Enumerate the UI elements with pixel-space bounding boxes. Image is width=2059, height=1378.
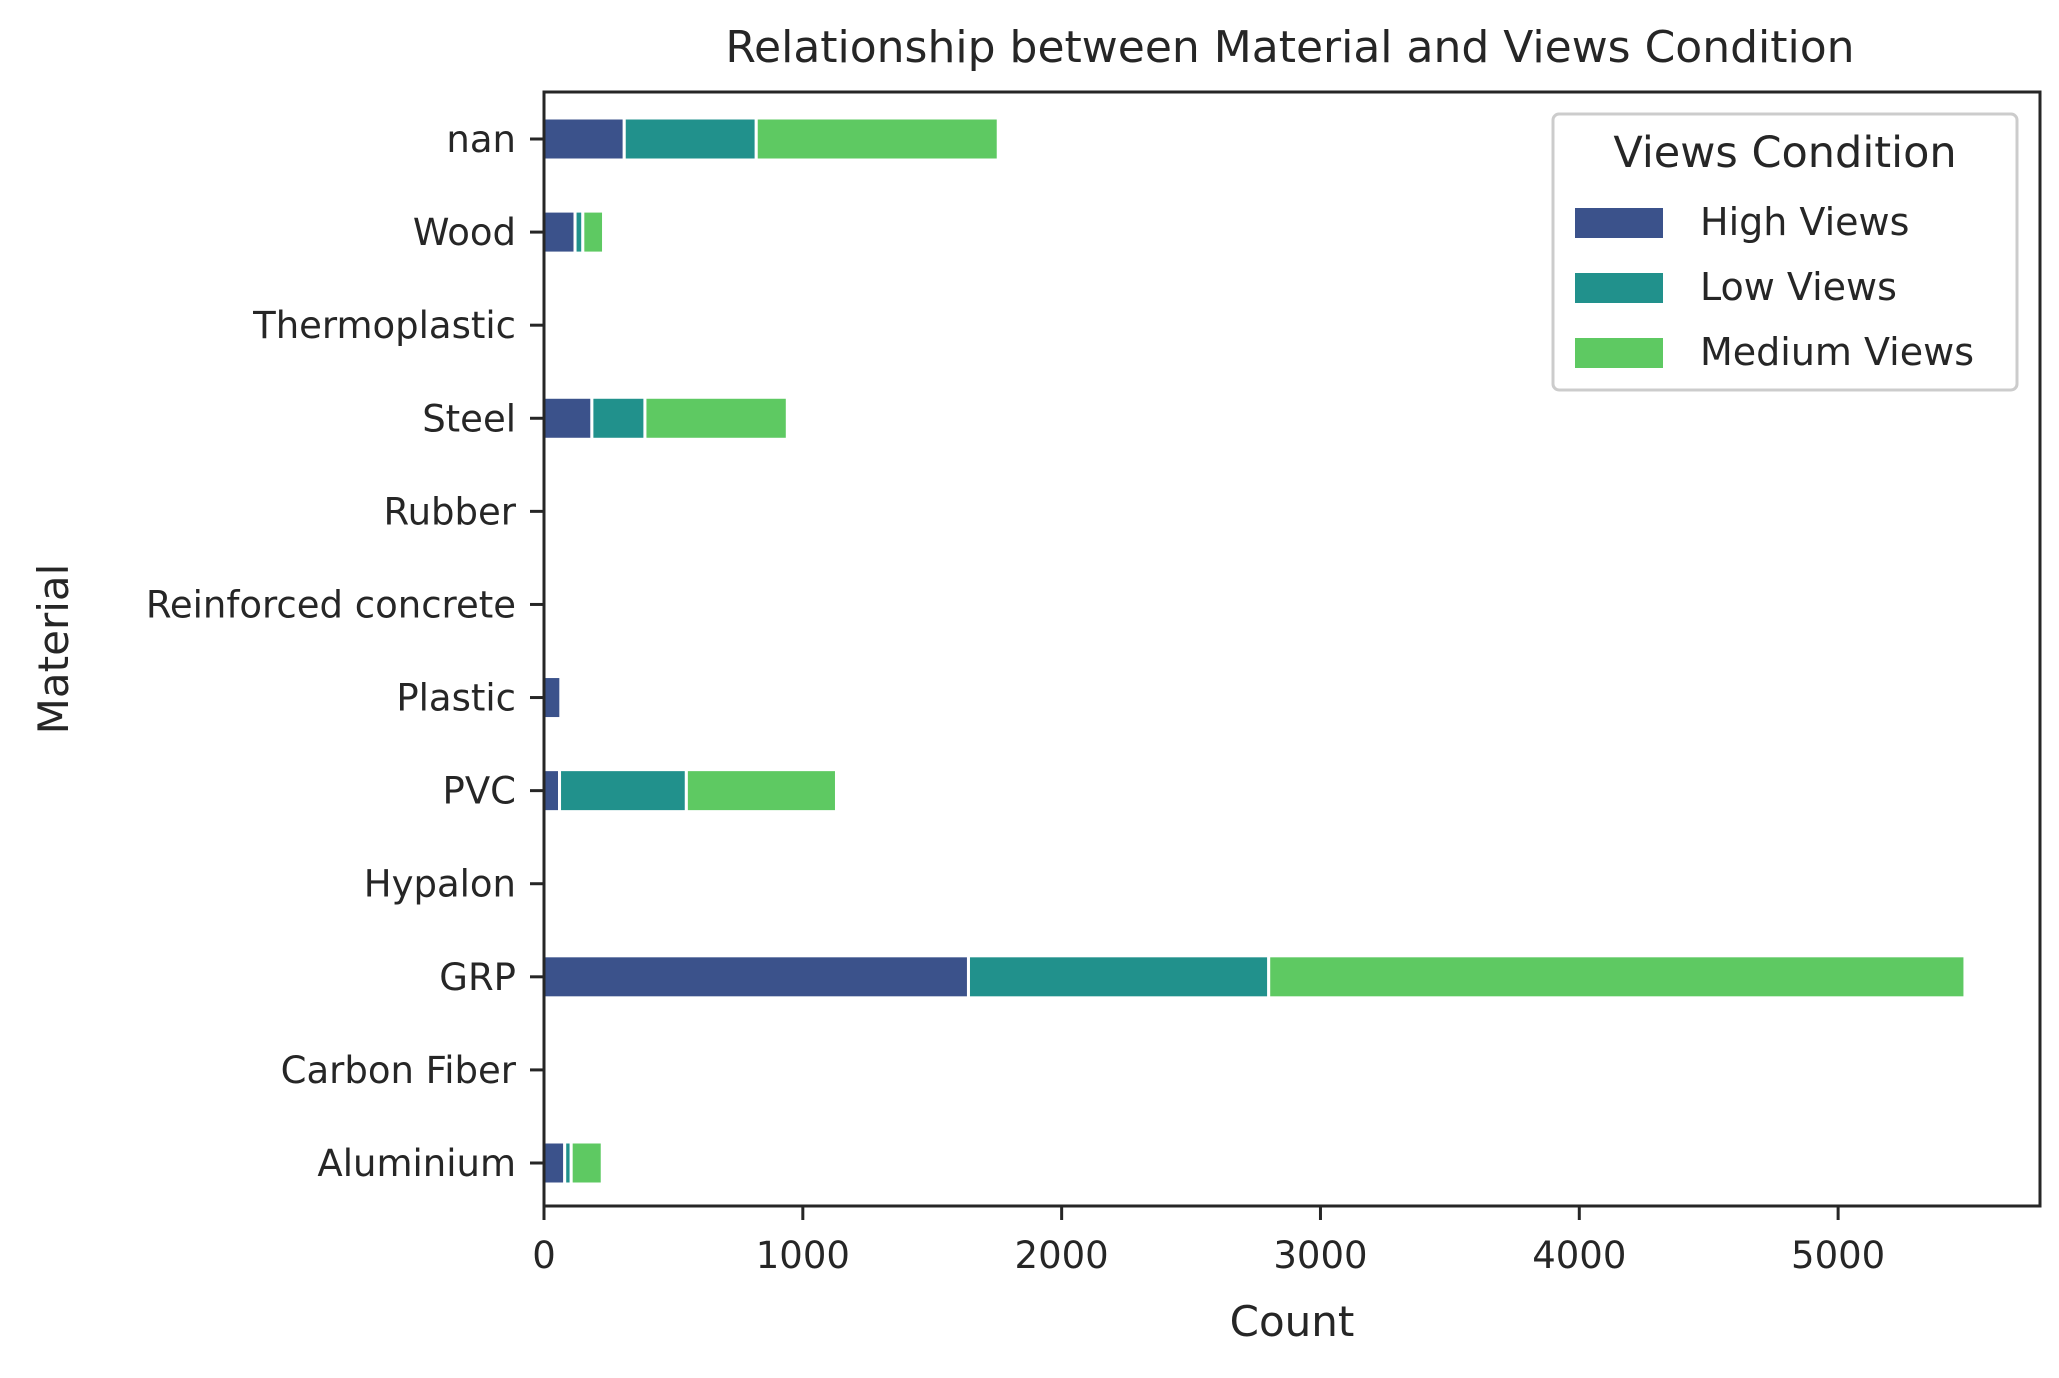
legend-title: Views Condition [1613, 128, 1956, 178]
y-tick-label: Steel [422, 397, 516, 440]
chart-title: Relationship between Material and Views … [725, 22, 1854, 73]
x-tick-label: 5000 [1791, 1234, 1885, 1277]
legend-frame [1551, 112, 2019, 392]
bar-pvc-series-1 [558, 768, 688, 814]
y-tick-label: Thermoplastic [252, 304, 516, 347]
x-axis-label: Count [1230, 1297, 1355, 1346]
y-tick-labels-group: Aluminium Carbon Fiber GRP Hypalon PVC Plasti… [146, 118, 517, 1185]
bar-plastic-series-0 [542, 675, 563, 721]
y-tick-label: Hypalon [364, 863, 516, 906]
bar-steel-series-0 [542, 395, 594, 441]
x-tick-label: 0 [532, 1234, 556, 1277]
bar-nan-series-2 [754, 116, 1000, 162]
y-tick-label: GRP [439, 956, 516, 999]
legend-label: Medium Views [1700, 330, 1974, 374]
x-tick-labels-group: 0 1000 2000 3000 4000 5000 [532, 1234, 1885, 1277]
y-tick-label: Rubber [384, 490, 517, 533]
y-tick-label: nan [446, 118, 516, 161]
y-tick-label: PVC [443, 770, 516, 813]
legend: Views Condition High Views Low Views Mediu… [1551, 112, 2019, 392]
y-tick-label: Aluminium [317, 1142, 516, 1185]
bar-steel-series-2 [643, 395, 789, 441]
bar-pvc-series-0 [542, 768, 562, 814]
y-tick-label: Reinforced concrete [146, 583, 516, 626]
x-tick-label: 2000 [1015, 1234, 1109, 1277]
bar-wood-series-0 [542, 209, 577, 255]
x-tick-label: 1000 [756, 1234, 850, 1277]
legend-swatch [1575, 208, 1663, 238]
y-tick-label: Plastic [396, 677, 516, 720]
bar-nan-series-0 [542, 116, 626, 162]
y-tick-label: Wood [413, 211, 516, 254]
bar-grp-series-1 [966, 954, 1271, 1000]
y-ticks-group [530, 137, 544, 1165]
legend-swatch [1575, 338, 1663, 368]
bar-aluminium-series-2 [569, 1140, 604, 1186]
bar-wood-series-2 [581, 209, 606, 255]
bar-grp-series-0 [542, 954, 970, 1000]
y-tick-label: Carbon Fiber [281, 1049, 517, 1092]
bar-pvc-series-2 [684, 768, 838, 814]
x-tick-label: 4000 [1532, 1234, 1626, 1277]
x-ticks-group [542, 1206, 1840, 1220]
legend-entries: High Views Low Views Medium Views [1575, 200, 1974, 374]
plot-frame [542, 90, 2042, 1208]
bars-group [542, 116, 1967, 1186]
y-axis-label: Material [29, 564, 78, 735]
bar-grp-series-2 [1267, 954, 1967, 1000]
legend-label: Low Views [1700, 265, 1897, 309]
bar-aluminium-series-0 [542, 1140, 567, 1186]
bar-nan-series-1 [622, 116, 758, 162]
legend-swatch [1575, 273, 1663, 303]
bar-steel-series-1 [590, 395, 647, 441]
x-tick-label: 3000 [1273, 1234, 1367, 1277]
legend-label: High Views [1700, 200, 1909, 244]
